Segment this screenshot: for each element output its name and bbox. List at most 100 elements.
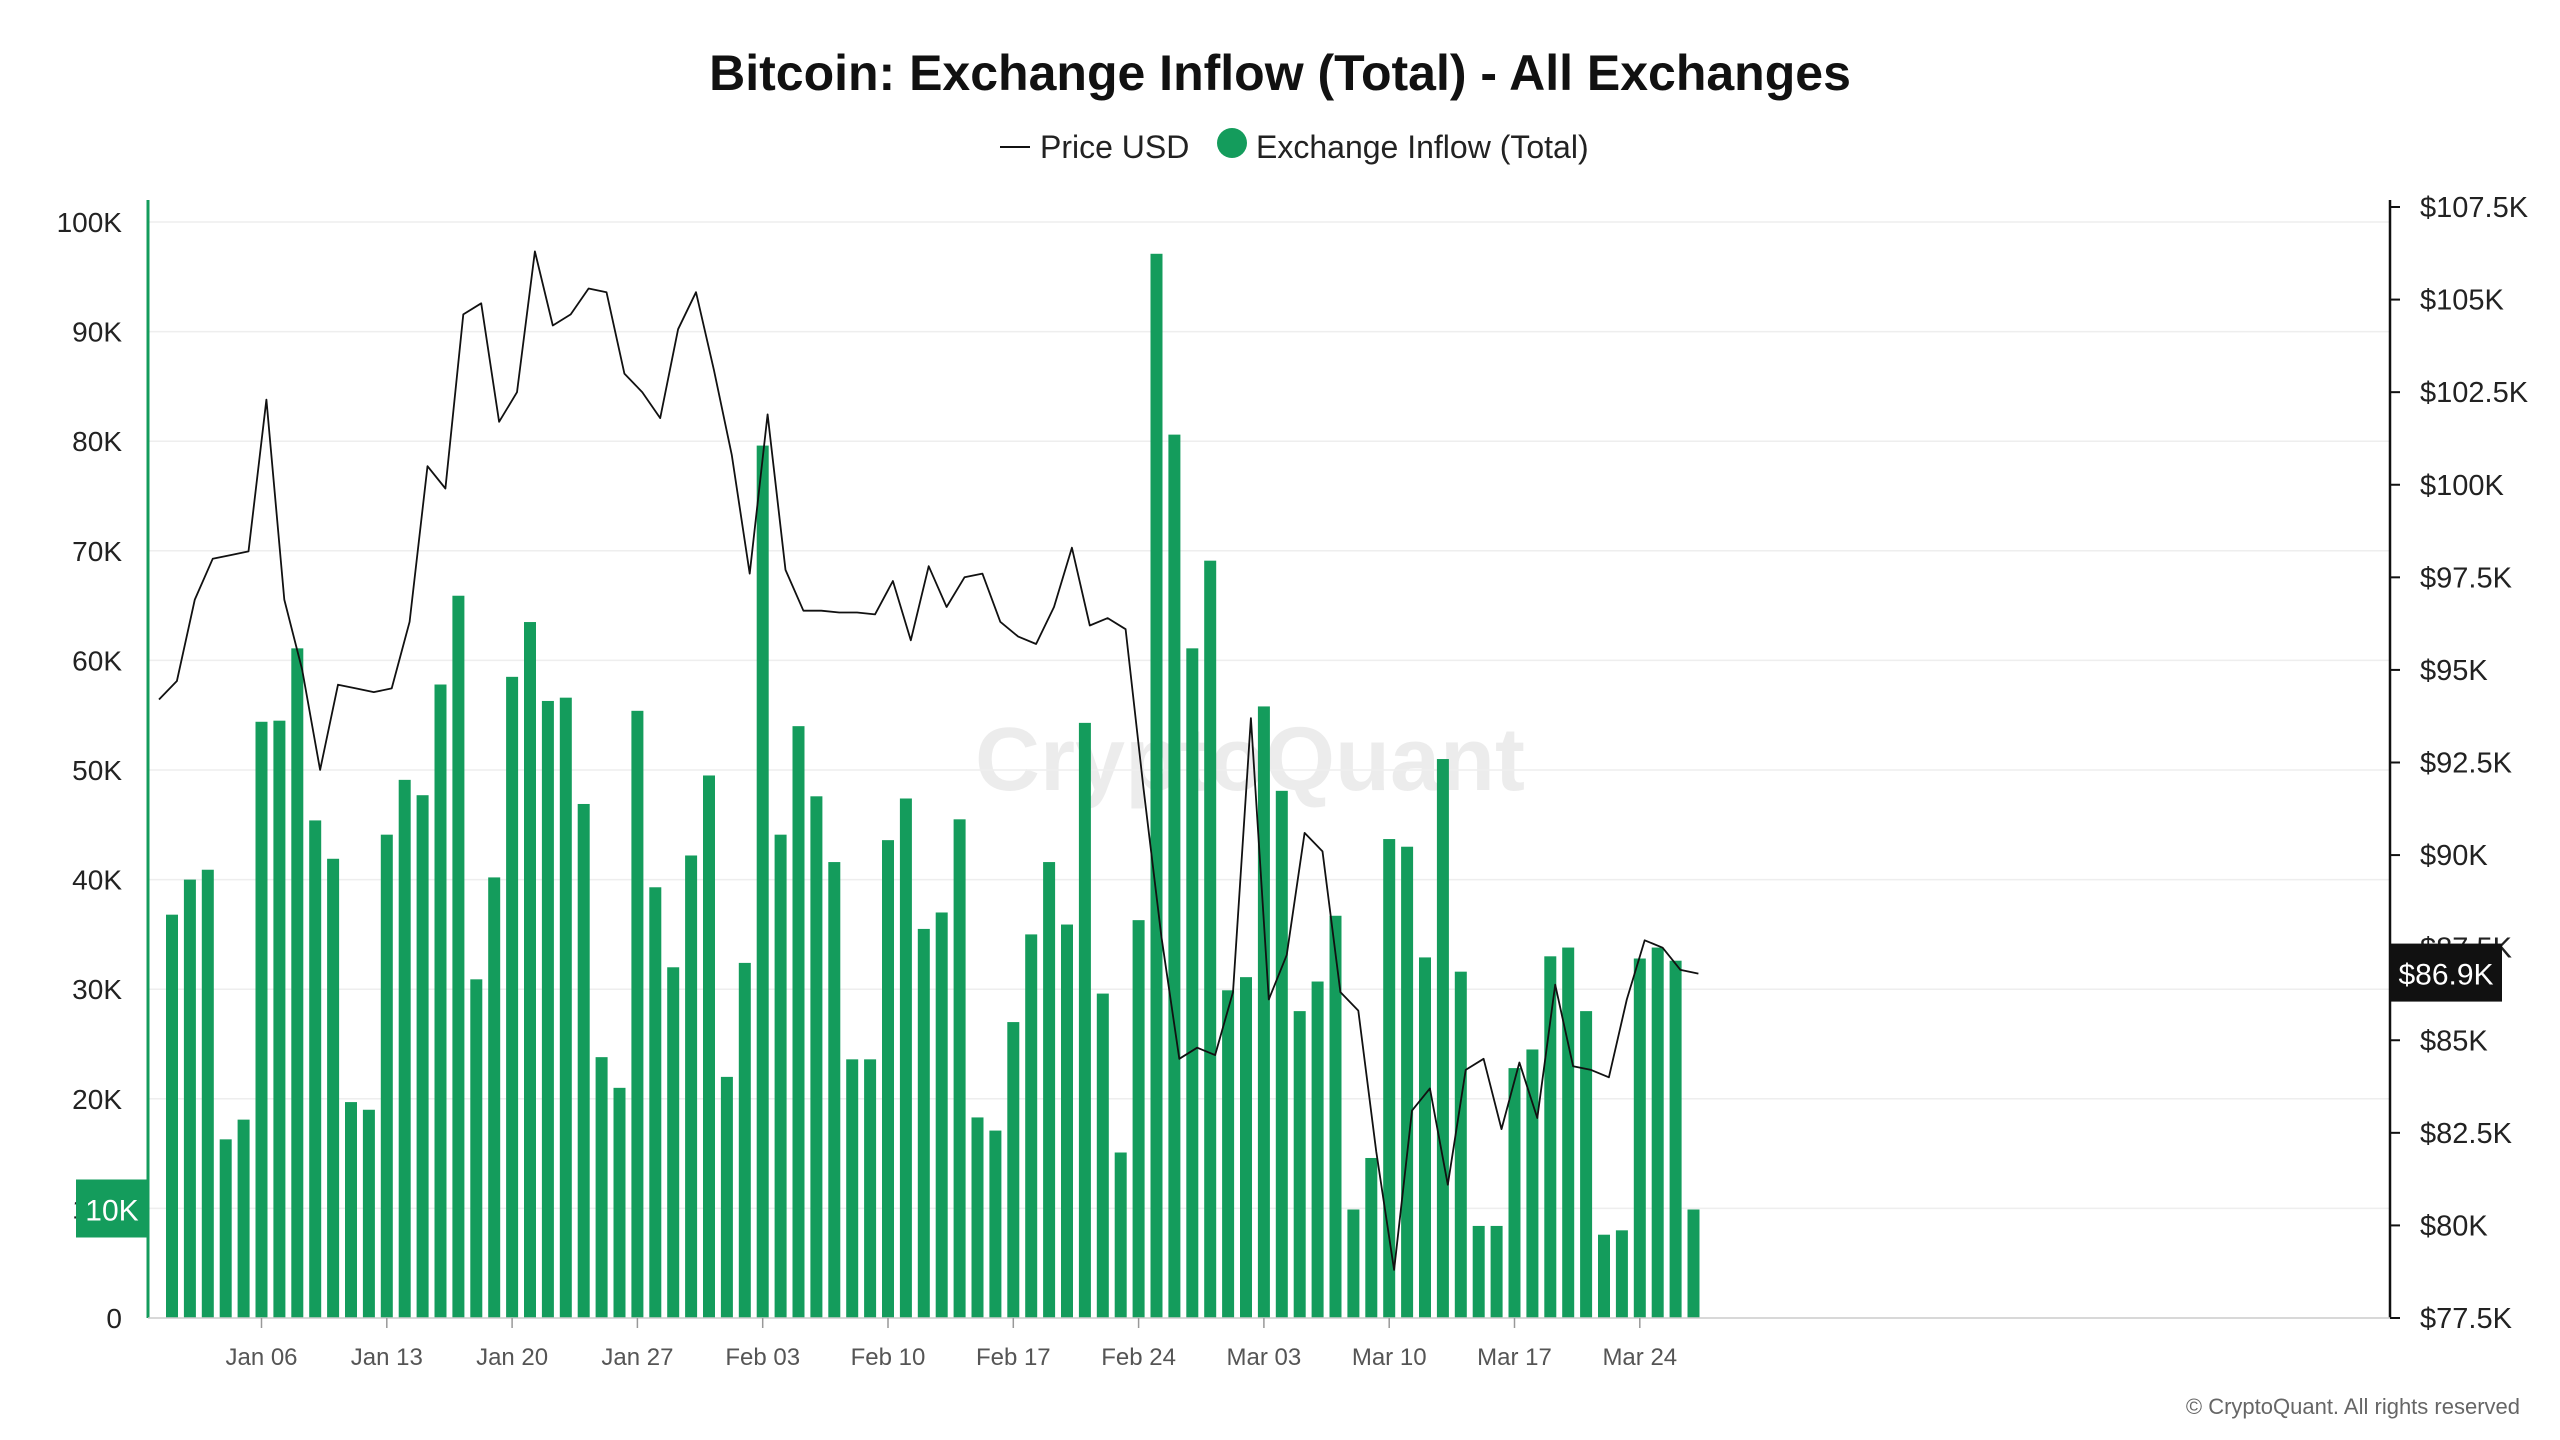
inflow-bar <box>882 840 894 1318</box>
x-tick-label: Feb 17 <box>976 1344 1051 1371</box>
inflow-bar <box>398 779 411 1318</box>
left-last-value-label: 10K <box>85 1194 138 1227</box>
inflow-bar <box>362 1109 375 1318</box>
x-tick-label: Feb 03 <box>725 1344 800 1371</box>
x-tick-label: Jan 13 <box>351 1344 423 1371</box>
inflow-bar <box>1580 1011 1593 1318</box>
inflow-bar <box>255 721 268 1318</box>
inflow-bar <box>917 928 930 1318</box>
inflow-bar <box>720 1076 733 1318</box>
right-tick-label: $80K <box>2420 1210 2488 1242</box>
right-last-value-badge <box>2390 943 2502 1002</box>
x-tick-label: Mar 03 <box>1227 1344 1302 1371</box>
left-tick-label: 90K <box>72 317 122 348</box>
inflow-bar <box>183 879 196 1318</box>
left-tick-label: 70K <box>72 536 122 567</box>
inflow-bar <box>452 595 465 1318</box>
inflow-bar <box>1061 924 1073 1318</box>
legend-inflow-dot-icon <box>1217 128 1247 158</box>
inflow-bar <box>237 1119 250 1318</box>
inflow-bar <box>738 962 751 1318</box>
inflow-bar <box>1544 956 1557 1318</box>
right-tick-label: $107.5K <box>2420 192 2529 224</box>
right-tick-label: $90K <box>2420 840 2488 872</box>
inflow-bar <box>756 445 769 1319</box>
right-tick-label: $100K <box>2420 470 2505 502</box>
inflow-bar <box>864 1059 877 1318</box>
inflow-bar <box>1168 434 1181 1318</box>
inflow-bar <box>1526 1049 1539 1318</box>
inflow-bar <box>577 803 590 1318</box>
inflow-bar <box>327 858 340 1318</box>
inflow-bar <box>1114 1152 1127 1318</box>
inflow-bar <box>506 676 519 1318</box>
left-tick-label: 80K <box>72 426 122 457</box>
inflow-bar <box>792 726 805 1318</box>
inflow-bar <box>309 820 322 1318</box>
inflow-bar <box>1562 947 1575 1318</box>
inflow-bar <box>1633 958 1646 1318</box>
inflow-bar <box>1419 957 1431 1318</box>
right-tick-label: $102.5K <box>2420 377 2529 409</box>
inflow-bar <box>1096 993 1109 1318</box>
inflow-bar <box>1651 947 1664 1318</box>
x-tick-label: Jan 06 <box>225 1344 297 1371</box>
inflow-bar <box>1311 981 1324 1318</box>
inflow-bar <box>953 819 966 1318</box>
price-line <box>158 250 1699 1271</box>
left-tick-label: 40K <box>72 865 122 896</box>
x-tick-label: Mar 10 <box>1352 1344 1427 1371</box>
inflow-bar <box>416 795 429 1318</box>
inflow-bar <box>1598 1234 1610 1318</box>
inflow-bar <box>1025 934 1038 1318</box>
inflow-bar <box>1490 1225 1503 1318</box>
axes <box>146 200 2392 1319</box>
inflow-bar <box>1401 846 1414 1318</box>
x-tick-label: Feb 10 <box>851 1344 926 1371</box>
left-tick-label: 30K <box>72 974 122 1005</box>
x-tick-label: Jan 27 <box>601 1344 673 1371</box>
inflow-bar <box>1222 990 1235 1318</box>
inflow-bar <box>1204 560 1217 1318</box>
left-tick-label: 50K <box>72 755 122 786</box>
inflow-bar <box>613 1087 626 1318</box>
x-tick-label: Mar 17 <box>1477 1344 1552 1371</box>
legend: Price USD Exchange Inflow (Total) <box>1000 128 1589 165</box>
inflow-bar <box>273 720 286 1318</box>
left-tick-label: 60K <box>72 645 122 676</box>
x-tick-label: Mar 24 <box>1602 1344 1677 1371</box>
inflow-bars <box>166 253 1700 1319</box>
x-axis-ticks: Jan 06 Jan 13 Jan 20 Jan 27 Feb 03 Feb 10 Feb … <box>225 1318 1677 1371</box>
inflow-bar <box>1275 790 1288 1318</box>
inflow-bar <box>1329 915 1342 1318</box>
inflow-bar <box>541 700 554 1318</box>
left-axis-ticks: 010K20K30K40K50K60K70K80K90K100K <box>57 207 123 1334</box>
inflow-bar <box>1669 960 1682 1318</box>
inflow-bar <box>774 834 787 1318</box>
left-tick-label: 100K <box>57 207 123 238</box>
right-tick-label: $85K <box>2420 1025 2488 1057</box>
inflow-bar <box>1293 1011 1306 1318</box>
inflow-bar <box>470 979 483 1318</box>
legend-price-label: Price USD <box>1040 129 1189 165</box>
inflow-bar <box>1687 1209 1700 1318</box>
inflow-bar <box>1186 648 1199 1318</box>
inflow-bar <box>971 1117 984 1318</box>
inflow-bar <box>846 1059 859 1318</box>
inflow-bar <box>1132 920 1145 1318</box>
inflow-bar <box>201 869 214 1318</box>
left-tick-label: 20K <box>72 1084 122 1115</box>
inflow-bar <box>631 710 644 1318</box>
right-tick-label: $92.5K <box>2420 748 2513 780</box>
price-line-group <box>158 250 1699 1271</box>
right-tick-label: $95K <box>2420 655 2488 687</box>
inflow-bar <box>1436 759 1449 1318</box>
inflow-bar <box>1043 862 1056 1318</box>
inflow-bar <box>1078 722 1091 1318</box>
inflow-bar <box>1365 1157 1378 1318</box>
inflow-bar <box>1347 1209 1360 1318</box>
x-tick-label: Jan 20 <box>476 1344 548 1371</box>
right-axis-ticks: $77.5K$80K$82.5K$85K$87.5K$90K$92.5K$95K… <box>2390 192 2529 1335</box>
inflow-bar <box>935 912 948 1318</box>
